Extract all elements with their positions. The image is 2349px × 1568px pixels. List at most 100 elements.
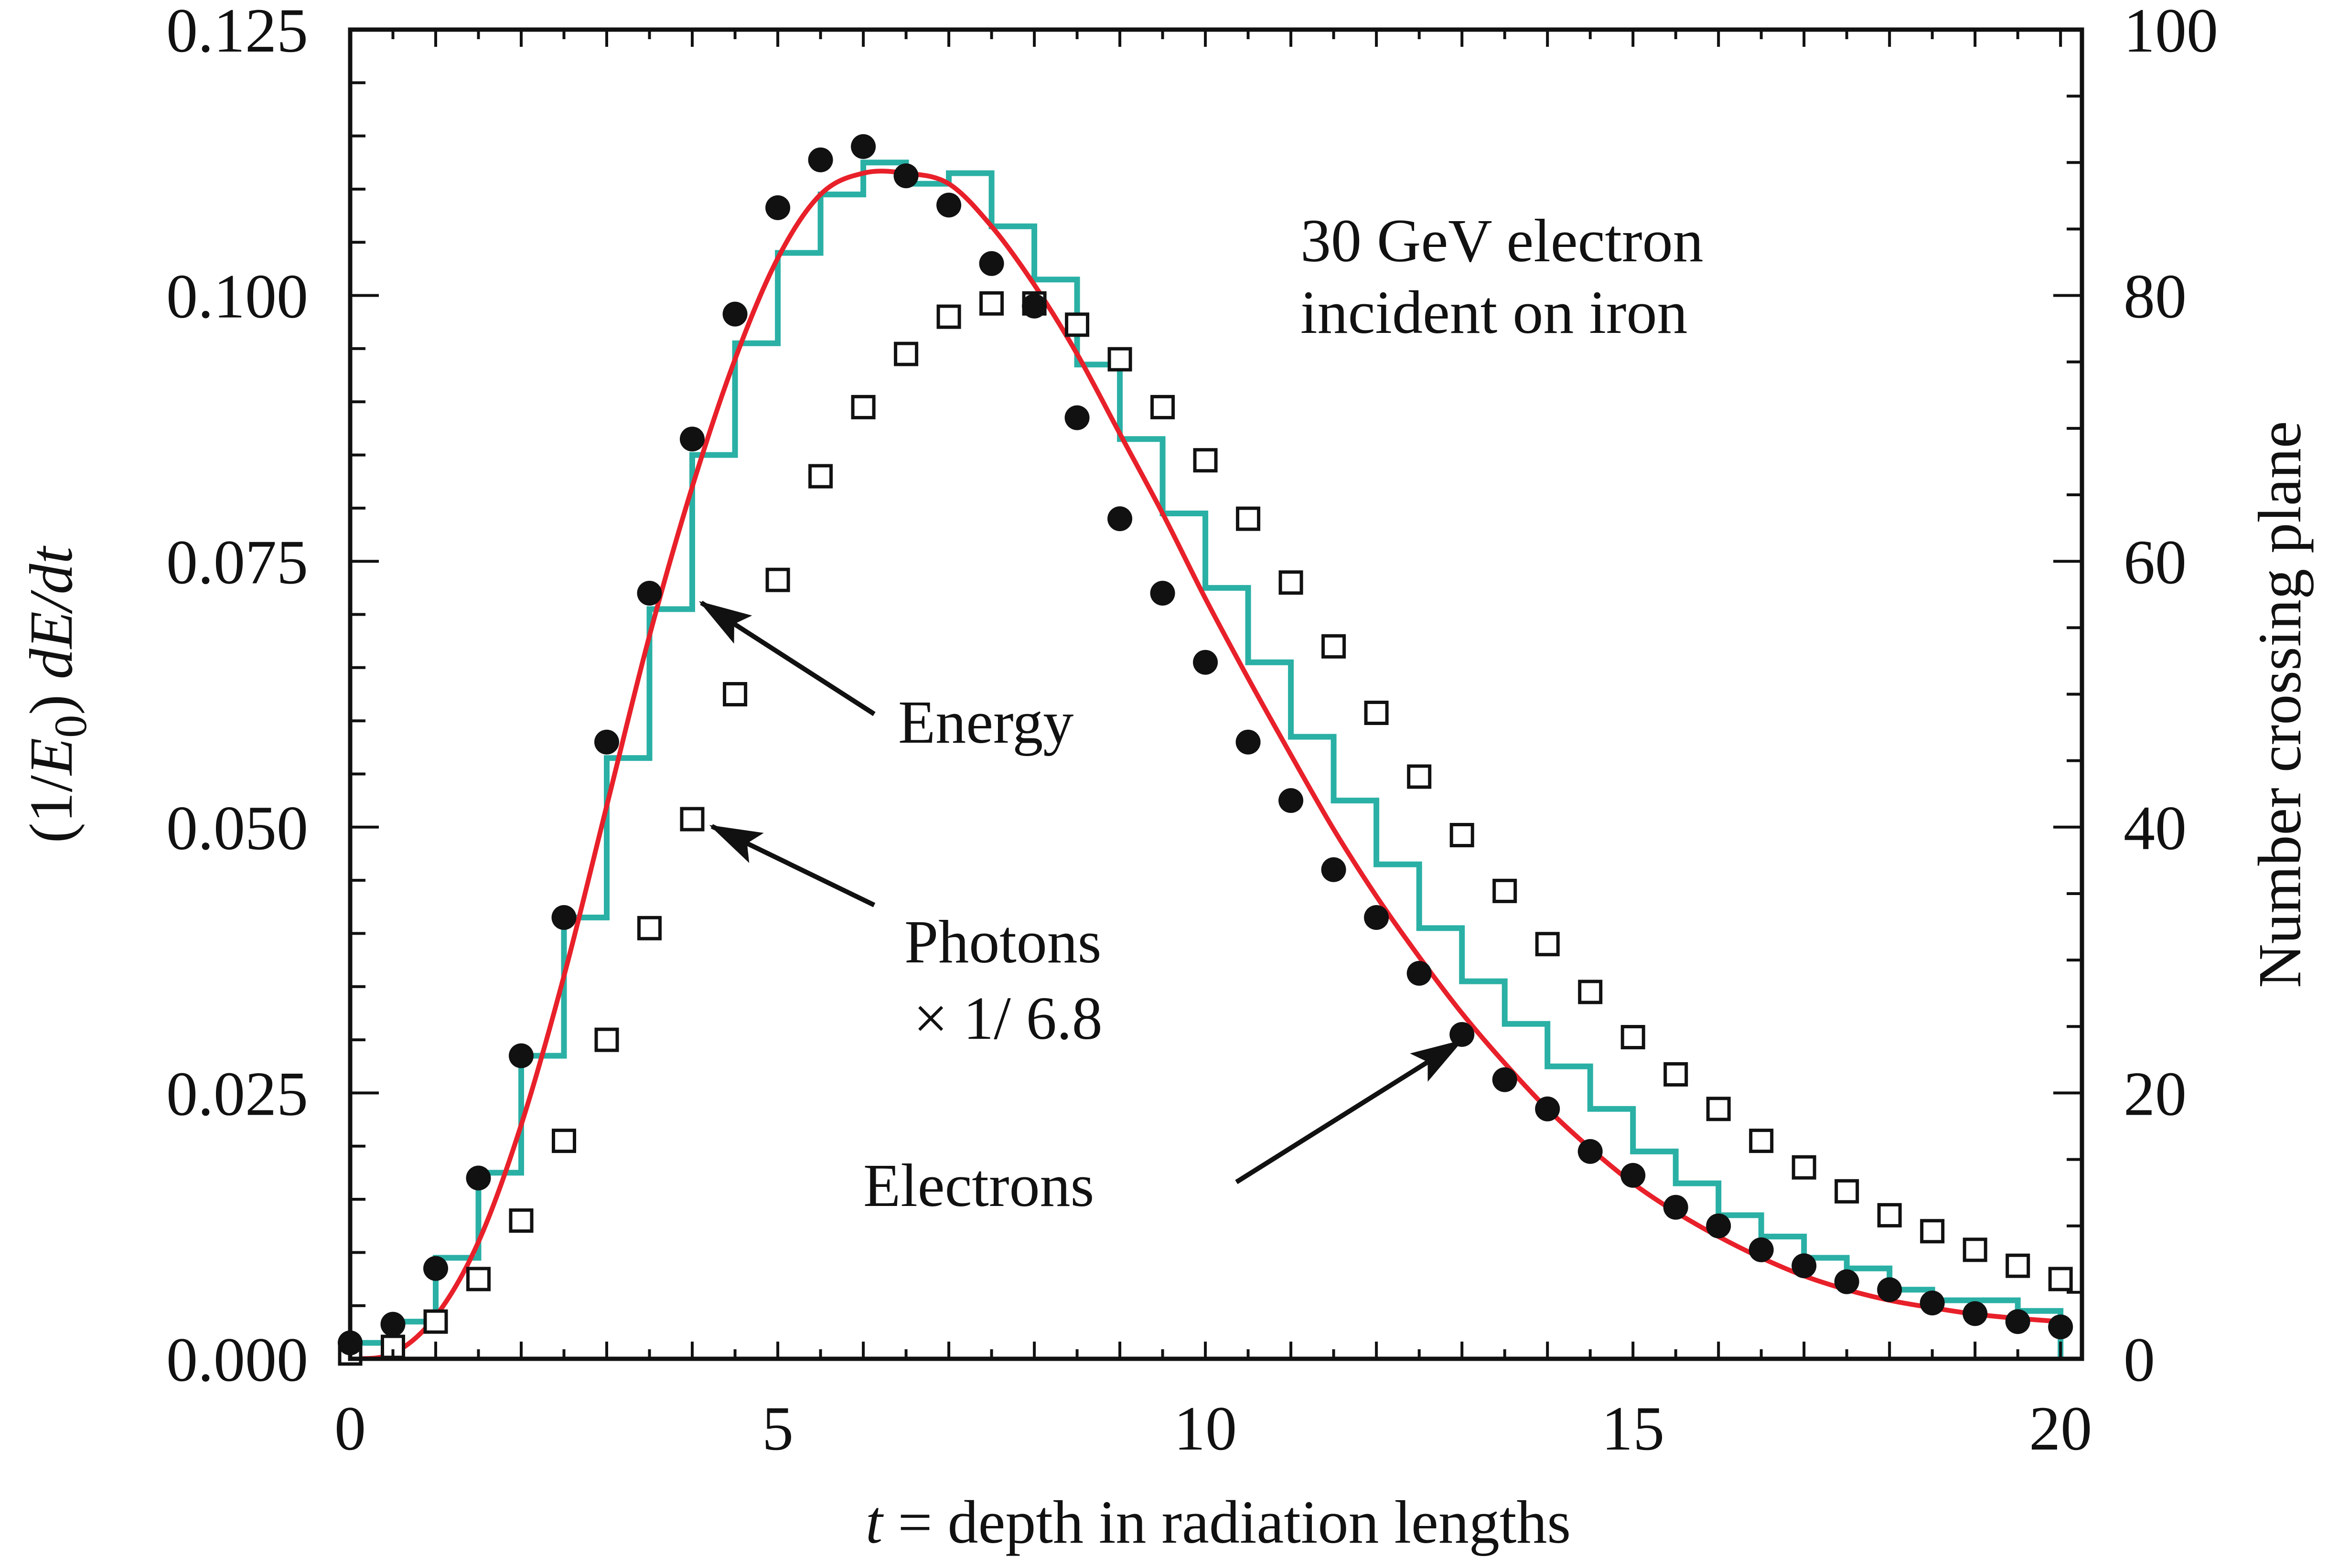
chart-annotation-line-2: incident on iron <box>1300 278 1688 346</box>
x-tick-label: 20 <box>2029 1393 2092 1463</box>
photon-point <box>466 1267 491 1291</box>
y2-tick-label: 20 <box>2124 1058 2187 1129</box>
photon-point <box>1963 1237 1987 1262</box>
tick-labels: 0 5 10 15 200.0000.0250.0500.0750.1000.12502… <box>166 0 2218 1463</box>
x-tick-label: 0 <box>334 1393 366 1463</box>
electron-point <box>1235 729 1261 755</box>
photon-point <box>423 1309 448 1334</box>
photon-point <box>723 682 748 706</box>
photon-point <box>1706 1097 1731 1121</box>
photon-point <box>680 807 705 832</box>
electrons-arrow <box>1235 1039 1464 1184</box>
photon-point <box>1620 1025 1645 1049</box>
electron-point <box>1064 405 1090 430</box>
y2-tick-label: 100 <box>2124 0 2218 65</box>
photon-point <box>1107 347 1132 372</box>
photon-point <box>1150 395 1175 419</box>
electron-point <box>1963 1301 1988 1326</box>
x-axis-title: t = depth in radiation lengths <box>866 1488 1571 1556</box>
photons-scale-label: × 1/ 6.8 <box>913 984 1103 1052</box>
electrons-label: Electrons <box>863 1152 1094 1219</box>
photon-point <box>2048 1267 2073 1291</box>
electron-point <box>1791 1253 1817 1279</box>
electron-point <box>1150 581 1175 606</box>
photon-point <box>1193 448 1218 473</box>
electron-point <box>1535 1096 1560 1121</box>
electron-point <box>1022 293 1047 319</box>
y-tick-label: 0.125 <box>166 0 308 65</box>
electron-point <box>1364 905 1389 930</box>
energy-arrow <box>698 600 876 716</box>
y-tick-label: 0.050 <box>166 793 308 863</box>
photon-point <box>1834 1179 1859 1204</box>
photon-point <box>1065 312 1090 337</box>
photon-point <box>979 291 1004 316</box>
electron-point <box>1107 506 1133 532</box>
electron-point <box>2048 1314 2073 1340</box>
electron-point <box>1492 1067 1517 1092</box>
photon-point <box>594 1027 619 1052</box>
photon-point <box>1236 506 1261 531</box>
plot-area <box>338 134 2073 1366</box>
electron-point <box>594 729 619 755</box>
electron-point <box>1278 788 1304 813</box>
electron-point <box>551 905 577 930</box>
plot-frame <box>348 27 2084 1361</box>
photon-point <box>894 341 919 366</box>
y-axis-title: (1/E0) dE/dt <box>17 545 96 843</box>
electron-point <box>1920 1291 1945 1316</box>
y2-tick-label: 60 <box>2124 527 2187 597</box>
x-tick-label: 5 <box>762 1393 794 1463</box>
electron-point <box>808 147 833 172</box>
photon-point <box>1578 980 1603 1004</box>
electron-point <box>680 427 705 452</box>
y2-axis-title: Number crossing plane <box>2246 421 2314 988</box>
y-tick-label: 0.100 <box>166 261 308 331</box>
photon-point <box>637 916 662 940</box>
chart-annotation-line-1: 30 GeV electron <box>1300 207 1704 275</box>
photon-point <box>1749 1129 1774 1153</box>
y2-tick-label: 80 <box>2124 261 2187 331</box>
electron-point <box>1834 1269 1859 1294</box>
photon-point <box>1321 634 1346 659</box>
photon-point <box>1535 932 1560 957</box>
photon-point <box>1920 1219 1945 1244</box>
electron-point <box>380 1312 406 1337</box>
electron-point <box>936 192 962 218</box>
photon-point <box>1364 701 1389 725</box>
photon-point <box>1663 1062 1688 1087</box>
electron-point <box>765 195 791 220</box>
photon-point <box>509 1208 534 1233</box>
electron-point <box>1193 650 1218 675</box>
photons-arrow <box>709 824 876 907</box>
electron-point <box>722 301 748 327</box>
y2-tick-label: 0 <box>2124 1324 2155 1395</box>
photon-point <box>936 304 961 329</box>
photon-point <box>808 464 833 489</box>
electron-point <box>2005 1309 2030 1334</box>
electron-point <box>509 1043 534 1068</box>
electron-point <box>423 1256 448 1281</box>
photon-point <box>1791 1155 1816 1180</box>
electron-point <box>637 581 662 606</box>
photon-point <box>552 1129 576 1153</box>
y-tick-label: 0.025 <box>166 1058 308 1129</box>
electron-point <box>466 1165 491 1191</box>
energy-label: Energy <box>898 688 1073 756</box>
y-tick-label: 0.075 <box>166 527 308 597</box>
x-tick-label: 15 <box>1601 1393 1664 1463</box>
electron-point <box>851 134 876 159</box>
electron-point <box>979 251 1004 276</box>
photon-point <box>1407 764 1432 789</box>
y2-tick-label: 40 <box>2124 793 2187 863</box>
electron-point <box>1620 1163 1646 1188</box>
electron-point <box>1663 1195 1688 1220</box>
photon-point <box>765 567 790 592</box>
photons-label: Photons <box>904 908 1102 976</box>
electron-point <box>1321 857 1346 882</box>
electron-point <box>893 163 919 189</box>
photon-point <box>1492 878 1517 903</box>
x-tick-label: 10 <box>1174 1393 1237 1463</box>
electron-point <box>1748 1237 1774 1262</box>
